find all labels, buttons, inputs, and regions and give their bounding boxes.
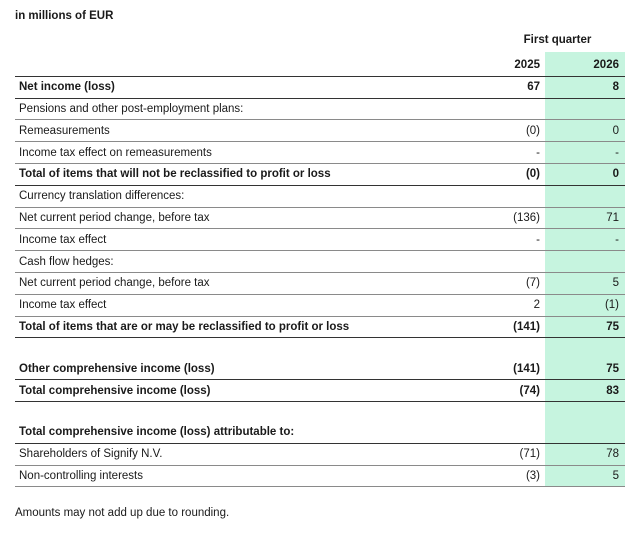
row-label: Net current period change, before tax <box>19 277 210 290</box>
table-row: Currency translation differences: <box>15 186 625 208</box>
row-label: Net income (loss) <box>19 81 115 94</box>
row-label: Income tax effect <box>19 233 107 246</box>
row-value: 78 <box>606 448 619 461</box>
row-value: 71 <box>606 211 619 224</box>
unit-note: in millions of EUR <box>15 10 114 22</box>
column-header: 2025 <box>514 59 540 72</box>
row-value: (1) <box>604 299 619 312</box>
table-row: Remeasurements (0) 0 <box>15 120 625 143</box>
row-value: (71) <box>519 448 540 461</box>
column-header: 2026 <box>593 59 619 72</box>
row-value: - <box>615 146 619 159</box>
row-label: Currency translation differences: <box>19 190 185 203</box>
table-row: Income tax effect - - <box>15 229 625 252</box>
row-value: 67 <box>527 81 540 94</box>
row-value: - <box>536 146 540 159</box>
table-row: Non-controlling interests (3) 5 <box>15 466 625 488</box>
row-label: Non-controlling interests <box>19 469 144 482</box>
row-value: 75 <box>606 362 619 375</box>
table-row: Shareholders of Signify N.V. (71) 78 <box>15 444 625 466</box>
table-row: Pensions and other post-employment plans… <box>15 99 625 121</box>
row-value: 5 <box>612 277 619 290</box>
table-row: Net current period change, before tax (13… <box>15 208 625 230</box>
table-row: Total of items that will not be reclassi… <box>15 164 625 186</box>
row-label: Pensions and other post-employment plans… <box>19 102 244 115</box>
row-value: (0) <box>525 124 540 137</box>
row-value: 0 <box>612 168 619 181</box>
row-value: (141) <box>513 320 540 333</box>
row-label: Cash flow hedges: <box>19 255 114 268</box>
row-label: Income tax effect on remeasurements <box>19 146 212 159</box>
row-value: (136) <box>513 211 540 224</box>
row-value: 83 <box>606 384 619 397</box>
footnote: Amounts may not add up due to rounding. <box>15 507 230 519</box>
row-label: Income tax effect <box>19 299 107 312</box>
row-value: (0) <box>525 168 540 181</box>
row-value: 2 <box>533 299 540 312</box>
table-row: Income tax effect on remeasurements - - <box>15 142 625 164</box>
row-label: Total of items that are or may be reclas… <box>19 320 350 333</box>
row-value: - <box>536 233 540 246</box>
highlight-column <box>545 52 625 488</box>
table-row: Other comprehensive income (loss) (141) 75 <box>15 358 625 381</box>
table-row: Income tax effect 2 (1) <box>15 295 625 317</box>
table-row: Total of items that are or may be reclas… <box>15 317 625 339</box>
table-row: Total comprehensive income (loss) attrib… <box>15 422 625 444</box>
column-header-row: 2025 2026 <box>15 55 625 77</box>
table-row: Total comprehensive income (loss) (74) 83 <box>15 380 625 402</box>
table-row: Cash flow hedges: <box>15 251 625 273</box>
column-group: First quarter <box>523 34 592 46</box>
row-value: (7) <box>525 277 540 290</box>
row-value: (3) <box>525 469 540 482</box>
row-label: Shareholders of Signify N.V. <box>19 448 163 461</box>
row-value: (74) <box>519 384 540 397</box>
row-label: Total comprehensive income (loss) attrib… <box>19 426 295 439</box>
row-value: 75 <box>606 320 619 333</box>
row-label: Total comprehensive income (loss) <box>19 384 211 397</box>
row-label: Net current period change, before tax <box>19 211 210 224</box>
row-value: 0 <box>612 124 619 137</box>
row-label: Other comprehensive income (loss) <box>19 362 215 375</box>
table-row: Net income (loss) 67 8 <box>15 77 625 99</box>
row-value: - <box>615 233 619 246</box>
row-value: 8 <box>612 81 619 94</box>
row-label: Total of items that will not be reclassi… <box>19 168 331 181</box>
row-value: 5 <box>612 469 619 482</box>
row-label: Remeasurements <box>19 124 110 137</box>
row-value: (141) <box>513 362 540 375</box>
table-row: Net current period change, before tax (7)… <box>15 273 625 295</box>
